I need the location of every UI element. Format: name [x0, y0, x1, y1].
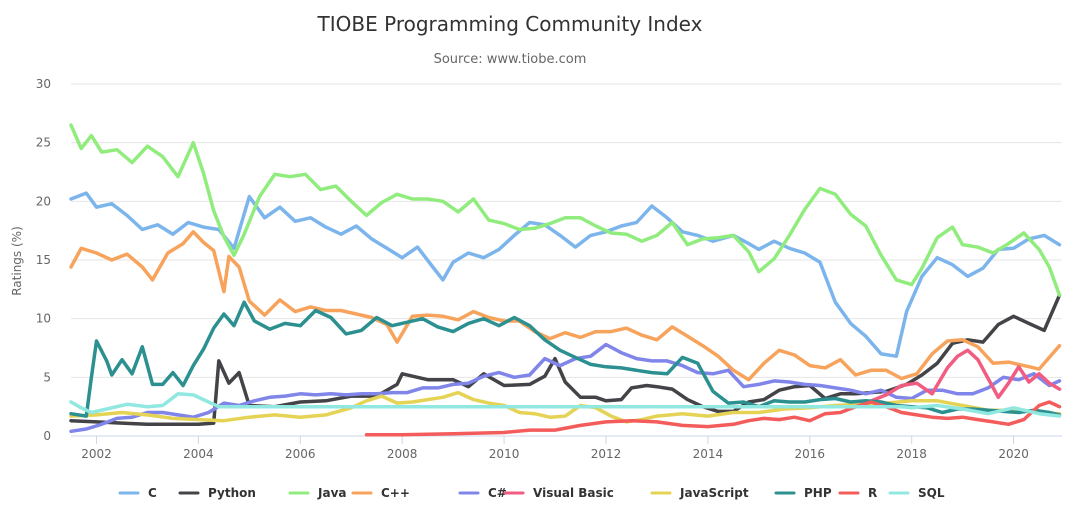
- x-tick-label: 2004: [183, 447, 214, 461]
- legend-item-c[interactable]: C++: [351, 486, 410, 500]
- x-tick-label: 2012: [591, 447, 622, 461]
- y-tick-label: 30: [36, 77, 51, 91]
- legend-item-php[interactable]: PHP: [774, 486, 832, 500]
- legend-item-sql[interactable]: SQL: [888, 486, 945, 500]
- series-line-sql: [69, 392, 1062, 418]
- legend-label: C: [148, 486, 157, 500]
- y-tick-label: 5: [43, 370, 51, 384]
- x-tick-label: 2010: [489, 447, 520, 461]
- x-tick-label: 2020: [998, 447, 1029, 461]
- legend-label: C++: [381, 486, 410, 500]
- chart-title: TIOBE Programming Community Index: [317, 12, 703, 36]
- y-tick-label: 10: [36, 312, 51, 326]
- series-line-c: [69, 342, 1062, 434]
- legend-label: SQL: [918, 486, 945, 500]
- x-tick-label: 2008: [387, 447, 418, 461]
- y-axis-ticks: 0 5 10 15 20 25 30: [36, 77, 51, 443]
- legend-label: C#: [488, 486, 507, 500]
- x-tick-label: 2018: [896, 447, 927, 461]
- chart-subtitle: Source: www.tiobe.com: [434, 52, 587, 67]
- legend-label: JavaScript: [679, 486, 749, 500]
- legend-item-python[interactable]: Python: [178, 486, 256, 500]
- x-tick-label: 2014: [693, 447, 724, 461]
- legend: C Python Java C++ C# Visual Basic JavaScript PH…: [118, 486, 945, 500]
- legend-item-c[interactable]: C#: [458, 486, 507, 500]
- y-tick-label: 15: [36, 253, 51, 267]
- series-line-c: [69, 191, 1062, 358]
- legend-item-visual-basic[interactable]: Visual Basic: [503, 486, 614, 500]
- series-line-r: [364, 400, 1062, 437]
- legend-label: R: [868, 486, 877, 500]
- y-tick-label: 0: [43, 429, 51, 443]
- series-line-java: [69, 123, 1062, 297]
- legend-item-c[interactable]: C: [118, 486, 157, 500]
- y-axis-title: Ratings (%): [10, 226, 24, 296]
- legend-label: Java: [317, 486, 346, 500]
- series-line-c: [69, 230, 1062, 382]
- legend-item-r[interactable]: R: [838, 486, 877, 500]
- series-line-php: [69, 300, 1062, 418]
- x-tick-label: 2016: [795, 447, 826, 461]
- series-lines: [69, 123, 1062, 437]
- legend-label: Python: [208, 486, 256, 500]
- legend-label: PHP: [804, 486, 832, 500]
- legend-label: Visual Basic: [533, 486, 614, 500]
- series-line-visual-basic: [864, 348, 1062, 405]
- x-tick-label: 2006: [285, 447, 316, 461]
- y-tick-label: 20: [36, 194, 51, 208]
- x-tick-label: 2002: [81, 447, 112, 461]
- legend-item-java[interactable]: Java: [288, 486, 346, 500]
- legend-item-javascript[interactable]: JavaScript: [650, 486, 749, 500]
- y-tick-label: 25: [36, 136, 51, 150]
- x-axis: 2002 2004 2006 2008 2010 2012 2014 2016 2018 2020: [81, 436, 1029, 461]
